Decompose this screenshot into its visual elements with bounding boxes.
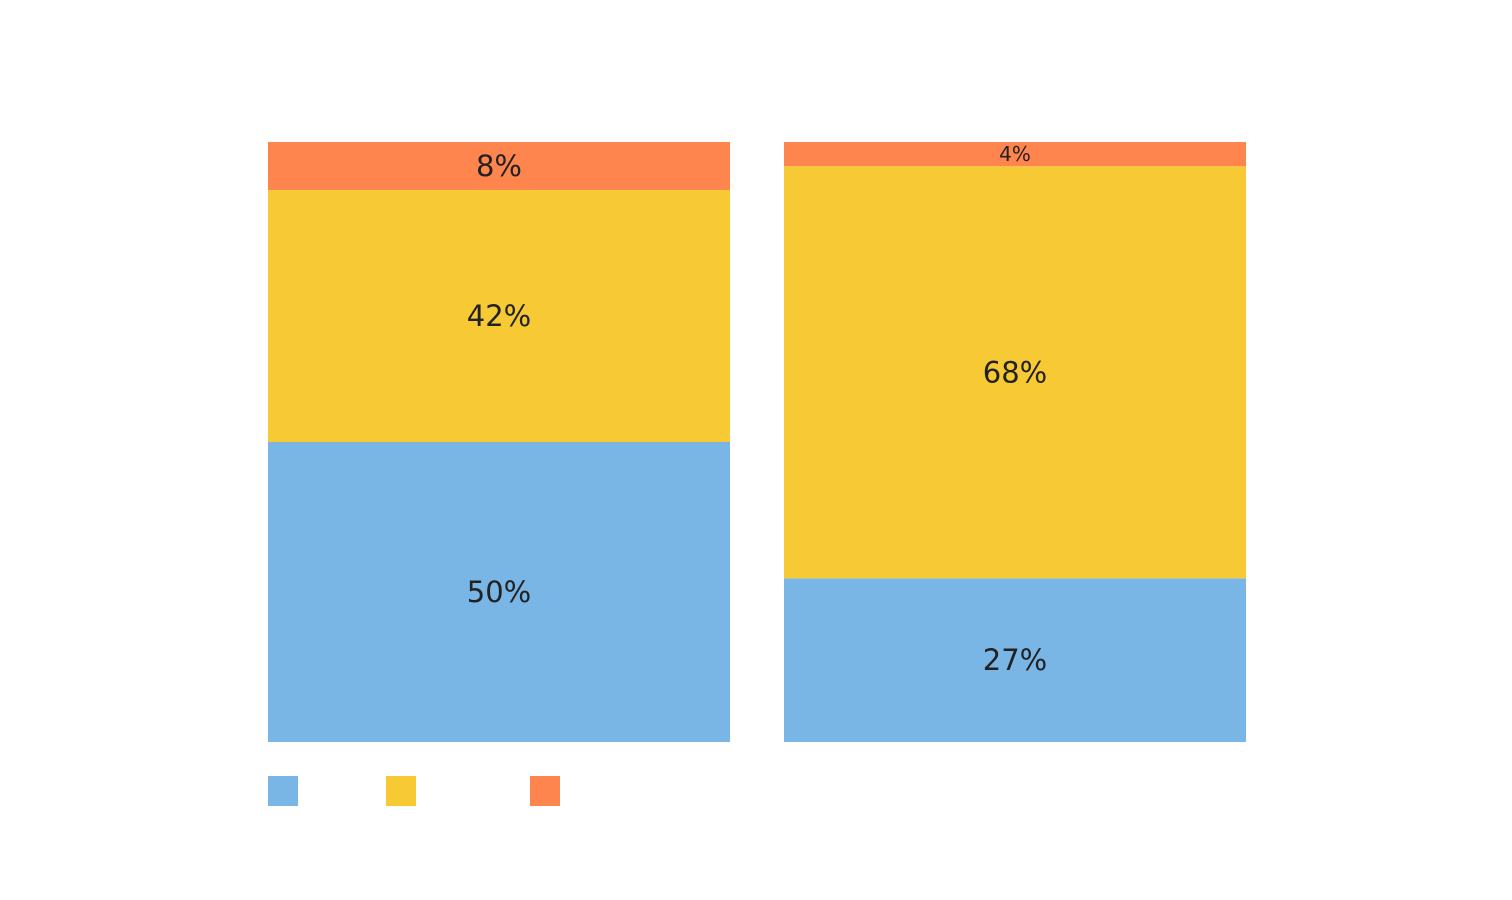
data-label-2-series-1: 27% <box>983 643 1047 677</box>
bar-segment-1-series-2 <box>268 190 730 442</box>
bar-segment-2-series-3 <box>784 142 1246 167</box>
bar-segment-1-series-1 <box>268 442 730 742</box>
data-label-2-series-2: 68% <box>983 355 1047 389</box>
bar-segment-2-series-2 <box>784 166 1246 579</box>
legend-swatch-series-2 <box>386 776 416 806</box>
data-label-2-series-3: 4% <box>999 142 1031 166</box>
data-label-1-series-3: 8% <box>476 149 522 183</box>
data-label-1-series-1: 50% <box>467 575 531 609</box>
data-label-1-series-2: 42% <box>467 299 531 333</box>
bar-segment-2-series-1 <box>784 578 1246 742</box>
legend-swatch-series-3 <box>530 776 560 806</box>
legend-swatch-series-1 <box>268 776 298 806</box>
bar-segment-1-series-3 <box>268 142 730 190</box>
